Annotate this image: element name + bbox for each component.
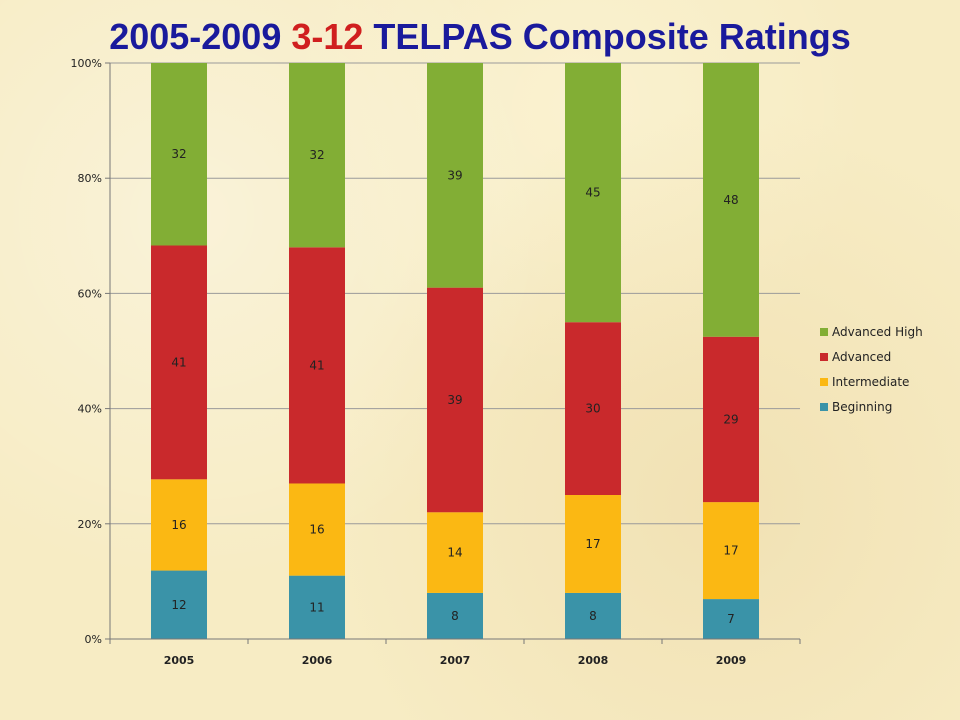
data-label: 30 xyxy=(585,402,600,416)
bar-advanced-2008 xyxy=(565,322,621,495)
data-label: 32 xyxy=(309,148,324,162)
bar-advanced-2009 xyxy=(703,336,759,503)
title-part-0: 2005-2009 xyxy=(109,16,292,57)
y-tick-label: 40% xyxy=(78,403,102,416)
bars: 12 16 41 32 11 16 41 32 8 14 39 39 8 17 30 45 7 17 29 48 xyxy=(151,63,759,639)
bar-intermediate-2005 xyxy=(151,479,207,571)
legend-swatch-advanced xyxy=(820,353,828,361)
bar-advanced-high-2006 xyxy=(289,63,345,248)
legend-swatch-advanced-high xyxy=(820,328,828,336)
data-label: 32 xyxy=(171,147,186,161)
data-label: 16 xyxy=(171,518,186,532)
bar-advanced-2005 xyxy=(151,245,207,480)
data-label: 39 xyxy=(447,393,462,407)
bar-intermediate-2006 xyxy=(289,483,345,576)
bar-beginning-2005 xyxy=(151,570,207,639)
legend-label-beginning: Beginning xyxy=(832,400,892,414)
bar-advanced-high-2008 xyxy=(565,63,621,323)
data-label: 48 xyxy=(723,193,738,207)
legend-label-intermediate: Intermediate xyxy=(832,375,909,389)
legend: Advanced High Advanced Intermediate Beginni… xyxy=(820,325,923,414)
data-label: 8 xyxy=(451,609,459,623)
y-tick-label: 100% xyxy=(71,57,102,70)
bar-advanced-high-2005 xyxy=(151,63,207,246)
bar-beginning-2007 xyxy=(427,592,483,639)
bar-beginning-2006 xyxy=(289,575,345,639)
data-label: 14 xyxy=(447,546,462,560)
bar-intermediate-2009 xyxy=(703,502,759,600)
x-tick-label: 2005 xyxy=(164,654,195,667)
data-label: 17 xyxy=(723,544,738,558)
bar-advanced-2007 xyxy=(427,287,483,513)
data-label: 16 xyxy=(309,523,324,537)
bar-advanced-high-2007 xyxy=(427,63,483,288)
x-tick-label: 2008 xyxy=(578,654,609,667)
data-label: 45 xyxy=(585,186,600,200)
data-label: 7 xyxy=(727,612,735,626)
bar-beginning-2009 xyxy=(703,599,759,639)
title-part-2: TELPAS Composite Ratings xyxy=(363,16,851,57)
y-tick-label: 0% xyxy=(85,633,102,646)
x-tick-label: 2009 xyxy=(716,654,747,667)
data-label: 41 xyxy=(309,358,324,372)
data-label: 17 xyxy=(585,537,600,551)
x-tick-label: 2007 xyxy=(440,654,471,667)
bar-beginning-2008 xyxy=(565,592,621,639)
data-label: 11 xyxy=(309,600,324,614)
title-part-1: 3-12 xyxy=(291,16,364,57)
data-label: 12 xyxy=(171,598,186,612)
x-tick-label: 2006 xyxy=(302,654,333,667)
y-tick-label: 60% xyxy=(78,287,102,300)
data-label: 29 xyxy=(723,412,738,426)
chart-title: 2005-2009 3-12 TELPAS Composite Ratings xyxy=(0,14,960,60)
legend-label-advanced-high: Advanced High xyxy=(832,325,923,339)
bar-intermediate-2007 xyxy=(427,512,483,593)
legend-swatch-beginning xyxy=(820,403,828,411)
data-label: 8 xyxy=(589,609,597,623)
axes: 0% 20% 40% 60% 80% 100% 2005 2006 2007 2008 2009 xyxy=(71,57,801,667)
legend-swatch-intermediate xyxy=(820,378,828,386)
y-tick-label: 20% xyxy=(78,518,102,531)
y-tick-label: 80% xyxy=(78,172,102,185)
bar-advanced-2006 xyxy=(289,247,345,484)
legend-label-advanced: Advanced xyxy=(832,350,891,364)
bar-advanced-high-2009 xyxy=(703,63,759,337)
bar-intermediate-2008 xyxy=(565,495,621,593)
data-label: 41 xyxy=(171,355,186,369)
data-label: 39 xyxy=(447,168,462,182)
